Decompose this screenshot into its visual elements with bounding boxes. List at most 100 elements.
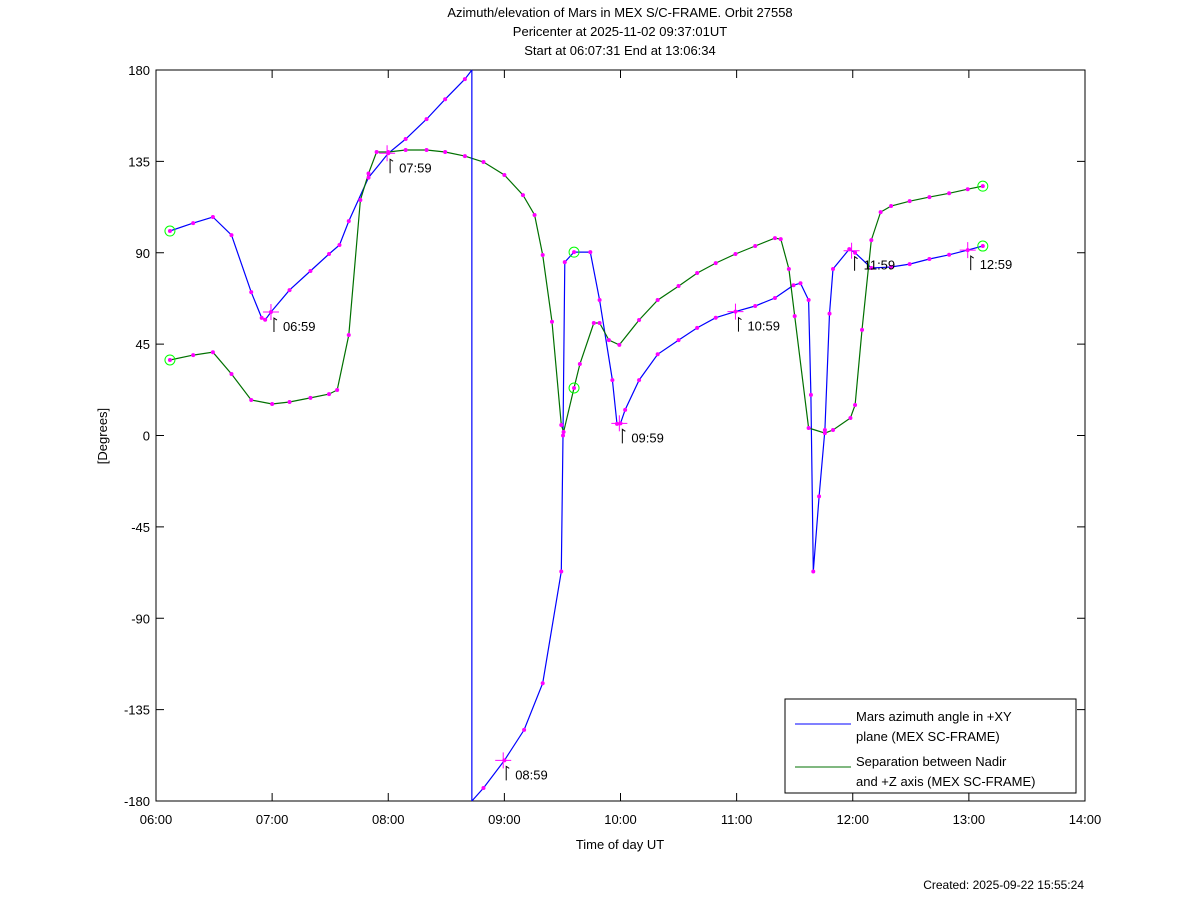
- legend-label-azimuth-2: plane (MEX SC-FRAME): [856, 729, 1000, 744]
- series-layer: [169, 69, 983, 802]
- plot-frame: [155, 69, 1086, 802]
- data-point: [860, 327, 865, 332]
- data-point: [549, 319, 554, 324]
- data-point: [965, 187, 970, 192]
- axis-ticks: 06:00 07:00 08:00 09:00 10:00 11:00 12:00 13:00…: [124, 63, 1101, 827]
- data-point: [443, 150, 448, 155]
- marker-circle: [568, 382, 580, 394]
- data-point: [778, 237, 783, 242]
- data-point: [308, 269, 313, 274]
- data-point: [210, 350, 215, 355]
- data-point: [889, 264, 894, 269]
- data-point: [540, 252, 545, 257]
- data-point: [327, 251, 332, 256]
- data-point: [346, 219, 351, 224]
- data-point: [753, 244, 758, 249]
- x-tick-label: 09:00: [488, 812, 521, 827]
- data-point: [792, 314, 797, 319]
- marker-circle: [164, 354, 176, 366]
- marker-circle: [977, 240, 989, 252]
- data-point: [676, 338, 681, 343]
- title-line-2: Pericenter at 2025-11-02 09:37:01UT: [513, 24, 727, 39]
- series-line-0: [169, 69, 983, 802]
- marker-circle: [568, 246, 580, 258]
- data-point: [822, 431, 827, 436]
- data-point: [559, 422, 564, 427]
- data-point: [259, 315, 264, 320]
- data-point: [676, 284, 681, 289]
- data-point: [532, 212, 537, 217]
- y-tick-label: -45: [131, 520, 150, 535]
- marker-circle: [977, 180, 989, 192]
- data-point: [588, 250, 593, 255]
- marker-layer: 06:59 07:59 08:59 09:59 10:59 11:59 12:59: [164, 77, 1013, 791]
- created-footer: Created: 2025-09-22 15:55:24: [923, 878, 1084, 892]
- data-point: [424, 117, 429, 122]
- y-axis-label: [Degrees]: [95, 408, 110, 464]
- hour-arrow-icon: [505, 765, 510, 781]
- hour-mark-label: 08:59: [515, 767, 548, 782]
- data-point: [610, 378, 615, 383]
- data-point: [591, 321, 596, 326]
- hour-arrow-icon: [970, 255, 974, 271]
- data-point: [443, 97, 448, 102]
- data-point: [808, 392, 813, 397]
- data-point: [229, 371, 234, 376]
- data-point: [358, 197, 363, 202]
- data-point: [502, 172, 507, 177]
- data-point: [270, 402, 275, 407]
- data-point: [481, 786, 486, 791]
- x-tick-label: 13:00: [953, 812, 986, 827]
- data-point: [559, 569, 564, 574]
- data-point: [263, 317, 268, 322]
- marker-circle: [164, 225, 176, 237]
- data-point: [831, 428, 836, 433]
- data-point: [374, 150, 379, 155]
- legend-label-separation-2: and +Z axis (MEX SC-FRAME): [856, 774, 1036, 789]
- x-tick-label: 12:00: [836, 812, 869, 827]
- data-point: [772, 236, 777, 241]
- x-tick-label: 11:00: [721, 812, 753, 827]
- y-tick-label: -90: [131, 611, 150, 626]
- hour-arrow-icon: [389, 158, 394, 174]
- data-point: [848, 416, 853, 421]
- data-point: [522, 727, 527, 732]
- title-line-1: Azimuth/elevation of Mars in MEX S/C-FRA…: [447, 5, 792, 20]
- data-point: [869, 265, 874, 270]
- data-point: [337, 243, 342, 248]
- data-point: [561, 433, 566, 438]
- x-tick-label: 08:00: [372, 812, 405, 827]
- data-point: [366, 171, 371, 176]
- hour-mark-label: 12:59: [980, 257, 1013, 272]
- data-point: [806, 298, 811, 303]
- y-tick-label: -135: [124, 703, 150, 718]
- data-point: [561, 430, 566, 435]
- data-point: [597, 321, 602, 326]
- data-point: [947, 252, 952, 257]
- data-point: [772, 296, 777, 301]
- data-point: [831, 266, 836, 271]
- y-tick-label: 135: [128, 154, 150, 169]
- legend-box: [784, 698, 1077, 794]
- legend-label-separation-1: Separation between Nadir: [856, 754, 1007, 769]
- data-point: [927, 195, 932, 200]
- data-point: [878, 210, 883, 215]
- data-point: [210, 215, 215, 220]
- data-point: [947, 191, 952, 196]
- data-point: [623, 407, 628, 412]
- data-point: [889, 204, 894, 209]
- data-point: [655, 298, 660, 303]
- data-point: [167, 357, 172, 362]
- y-tick-label: -180: [124, 794, 150, 809]
- data-point: [655, 352, 660, 357]
- data-point: [572, 385, 577, 390]
- data-point: [424, 148, 429, 153]
- data-point: [287, 399, 292, 404]
- data-point: [403, 148, 408, 153]
- chart-title: Azimuth/elevation of Mars in MEX S/C-FRA…: [447, 5, 792, 58]
- data-point: [346, 332, 351, 337]
- legend: Mars azimuth angle in +XY plane (MEX SC-…: [784, 698, 1077, 794]
- data-point: [753, 303, 758, 308]
- data-point: [327, 392, 332, 397]
